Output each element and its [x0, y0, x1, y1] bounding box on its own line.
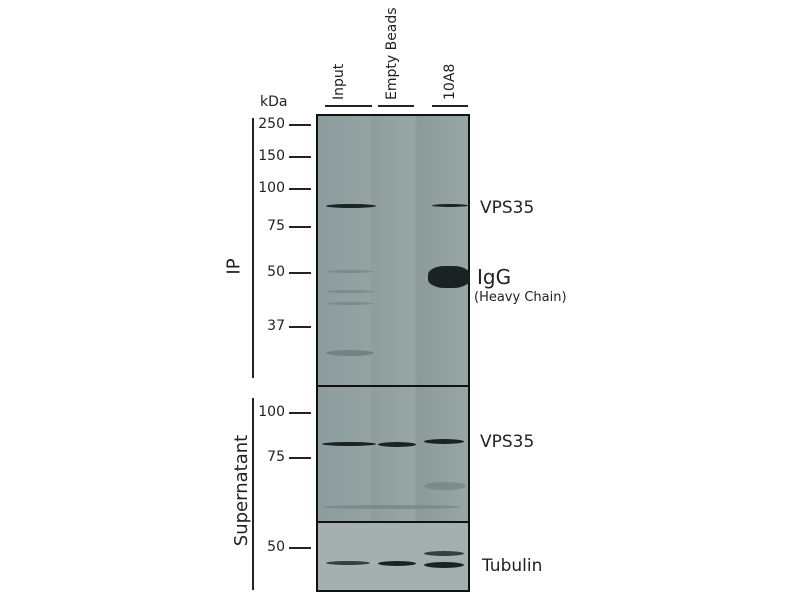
marker-label: 250 — [258, 116, 285, 132]
lane-label-empty-beads: Empty Beads — [384, 7, 400, 100]
supernatant-blot-panel — [316, 385, 470, 523]
faint-band — [326, 302, 374, 305]
band-sup-vps35-10a8 — [424, 439, 464, 444]
band-label-tubulin: Tubulin — [482, 556, 543, 576]
lane-underline — [378, 105, 414, 107]
band-label-vps35-sup: VPS35 — [480, 432, 535, 452]
marker-label: 75 — [267, 218, 285, 234]
faint-band — [322, 505, 462, 509]
lane-underline — [325, 105, 372, 107]
band-label-vps35-ip: VPS35 — [480, 198, 535, 218]
marker-tick — [289, 412, 311, 414]
marker-label: 75 — [267, 449, 285, 465]
band-sup-vps35-empty — [378, 442, 416, 447]
marker-label: 150 — [258, 148, 285, 164]
lane-label-input: Input — [331, 63, 347, 100]
marker-label: 50 — [267, 539, 285, 555]
ip-label: IP — [223, 258, 245, 275]
band-tubulin-empty — [378, 561, 416, 566]
ip-bracket — [252, 118, 254, 378]
faint-band — [326, 270, 374, 273]
band-tubulin-upper-10a8 — [424, 551, 464, 556]
band-igg-10a8 — [428, 266, 470, 288]
faint-band — [424, 482, 466, 490]
faint-band — [326, 350, 374, 356]
ip-blot-panel — [316, 114, 470, 387]
marker-tick — [289, 457, 311, 459]
marker-label: 50 — [267, 264, 285, 280]
lane-underline — [432, 105, 468, 107]
marker-tick — [289, 124, 311, 126]
marker-label: 37 — [267, 318, 285, 334]
band-ip-vps35-input — [326, 204, 376, 208]
marker-tick — [289, 226, 311, 228]
supernatant-bracket — [252, 398, 254, 590]
marker-label: 100 — [258, 180, 285, 196]
band-tubulin-input — [326, 561, 370, 565]
marker-tick — [289, 272, 311, 274]
tubulin-blot-panel — [316, 521, 470, 592]
marker-tick — [289, 156, 311, 158]
band-ip-vps35-10a8 — [432, 204, 468, 207]
lane-label-10a8: 10A8 — [442, 63, 458, 100]
supernatant-label: Supernatant — [231, 434, 253, 547]
band-label-igg: IgG — [477, 265, 512, 289]
band-label-heavy-chain: (Heavy Chain) — [474, 290, 567, 305]
marker-tick — [289, 547, 311, 549]
band-sup-vps35-input — [322, 442, 376, 446]
faint-band — [326, 290, 374, 293]
marker-tick — [289, 326, 311, 328]
marker-tick — [289, 188, 311, 190]
band-tubulin-10a8 — [424, 562, 464, 568]
marker-label: 100 — [258, 404, 285, 420]
unit-label: kDa — [260, 94, 288, 110]
